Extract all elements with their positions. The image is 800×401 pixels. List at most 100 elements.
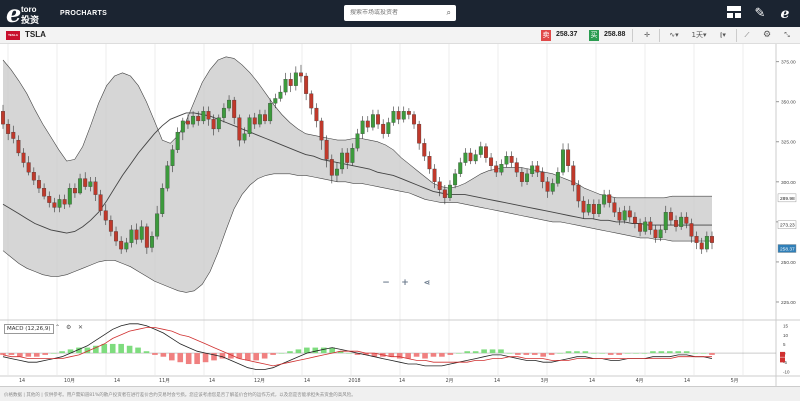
candle-down	[144, 226, 149, 248]
candle-up	[78, 178, 83, 194]
candle-down	[514, 162, 519, 173]
chart-type-icon[interactable]: ⫾▾	[720, 31, 726, 39]
pencil-icon[interactable]: ✎	[754, 6, 766, 21]
settings-gear-icon[interactable]: ⚙	[762, 30, 772, 40]
logo-e: e	[6, 0, 22, 28]
macd-histogram-bar	[194, 353, 200, 365]
layout-icon[interactable]	[726, 6, 742, 22]
buy-button[interactable]: 买	[589, 30, 599, 41]
search-box[interactable]: ⌕	[344, 5, 456, 21]
candle-down	[288, 79, 293, 86]
candle-up	[124, 242, 129, 250]
candle-up	[643, 221, 648, 232]
candle-down	[684, 216, 689, 224]
divider	[736, 29, 737, 42]
buy-price[interactable]: 258.88	[604, 31, 626, 38]
price-tick-label: 375.00	[781, 60, 796, 66]
candle-down	[16, 139, 21, 154]
candle-up	[530, 165, 535, 174]
macd-histogram-bar	[219, 353, 226, 359]
price-tick-label: 350.00	[781, 100, 796, 106]
candle-down	[299, 72, 303, 77]
macd-settings-icon[interactable]: ⚙	[66, 324, 72, 331]
macd-histogram-bar	[666, 351, 673, 354]
macd-histogram-bar	[236, 353, 243, 359]
price-label-box	[777, 193, 797, 203]
macd-histogram-bar	[42, 353, 49, 355]
macd-collapse-icon[interactable]: ⌃	[55, 324, 61, 331]
candle-up	[180, 120, 185, 133]
candle-up	[221, 107, 226, 118]
candle-down	[1, 111, 5, 125]
macd-histogram-bar	[270, 353, 276, 355]
candle-down	[437, 181, 442, 190]
zoom-out-button[interactable]: −	[382, 278, 390, 288]
candle-up	[499, 164, 504, 173]
etoro-home-icon[interactable]: e	[780, 6, 790, 22]
draw-tool-icon[interactable]: ⟋	[744, 31, 750, 39]
candle-down	[468, 152, 473, 162]
candle-up	[458, 162, 463, 174]
candle-up	[473, 154, 478, 162]
macd-histogram-bar	[253, 353, 260, 361]
candle-down	[566, 149, 571, 166]
candle-down	[442, 189, 447, 198]
timeframe-value: 1天	[691, 31, 703, 39]
time-tick-label: 12月	[254, 378, 265, 384]
candle-up	[57, 199, 62, 208]
candle-down	[237, 117, 242, 141]
price-tick-label: 325.00	[781, 140, 796, 146]
macd-histogram-bar	[599, 353, 606, 354]
timeframe-select[interactable]: 1天▾	[691, 31, 707, 39]
candle-up	[150, 236, 154, 248]
macd-histogram-bar	[312, 347, 319, 354]
search-input[interactable]	[350, 9, 440, 16]
macd-histogram-bar	[464, 351, 471, 354]
macd-histogram-bar	[17, 353, 23, 357]
sell-button[interactable]: 卖	[541, 30, 551, 41]
candle-down	[119, 240, 124, 250]
candle-down	[581, 200, 586, 213]
candle-down	[324, 139, 329, 160]
macd-histogram-bar	[346, 353, 352, 354]
macd-histogram-bar	[160, 353, 167, 357]
candle-up	[139, 226, 144, 240]
candle-down	[47, 196, 52, 203]
time-tick-label: 5月	[731, 378, 739, 384]
candle-down	[232, 99, 237, 118]
price-chart[interactable]: 375.00350.00325.00300.00275.00250.00225.…	[0, 44, 800, 386]
share-icon[interactable]: ⋖	[423, 278, 431, 287]
macd-histogram-bar	[228, 353, 234, 359]
candle-down	[617, 212, 622, 221]
macd-histogram-bar	[489, 349, 496, 354]
time-tick-label: 14	[114, 378, 120, 384]
search-icon[interactable]: ⌕	[446, 8, 451, 17]
macd-close-icon[interactable]: ✕	[78, 324, 84, 331]
candle-down	[62, 199, 67, 205]
candle-up	[525, 173, 529, 182]
candle-down	[668, 212, 673, 221]
price-tick-label: 250.00	[781, 260, 796, 266]
zoom-in-button[interactable]: +	[401, 278, 409, 288]
candle-down	[483, 146, 488, 158]
candle-down	[211, 119, 216, 130]
macd-histogram-bar	[109, 343, 116, 354]
top-bar: e toro 投资 PROCHARTS ⌕ ✎ e	[0, 0, 800, 28]
candle-down	[309, 93, 314, 109]
macd-histogram-bar	[76, 347, 82, 354]
macd-histogram-bar	[430, 353, 437, 357]
candle-down	[21, 152, 26, 163]
candle-up	[561, 149, 565, 173]
etoro-logo[interactable]: e toro 投资	[6, 0, 50, 28]
crosshair-icon[interactable]: ✛	[644, 31, 650, 39]
candle-down	[519, 172, 524, 182]
candle-up	[463, 152, 468, 163]
collapse-icon[interactable]: ⤡	[784, 31, 790, 39]
candle-down	[612, 202, 617, 213]
sell-price[interactable]: 258.37	[556, 31, 578, 38]
candle-up	[191, 115, 196, 125]
macd-histogram-bar	[33, 353, 40, 357]
indicators-icon[interactable]: ∿▾	[669, 31, 679, 39]
candle-up	[370, 114, 375, 128]
macd-histogram-bar	[481, 349, 487, 354]
